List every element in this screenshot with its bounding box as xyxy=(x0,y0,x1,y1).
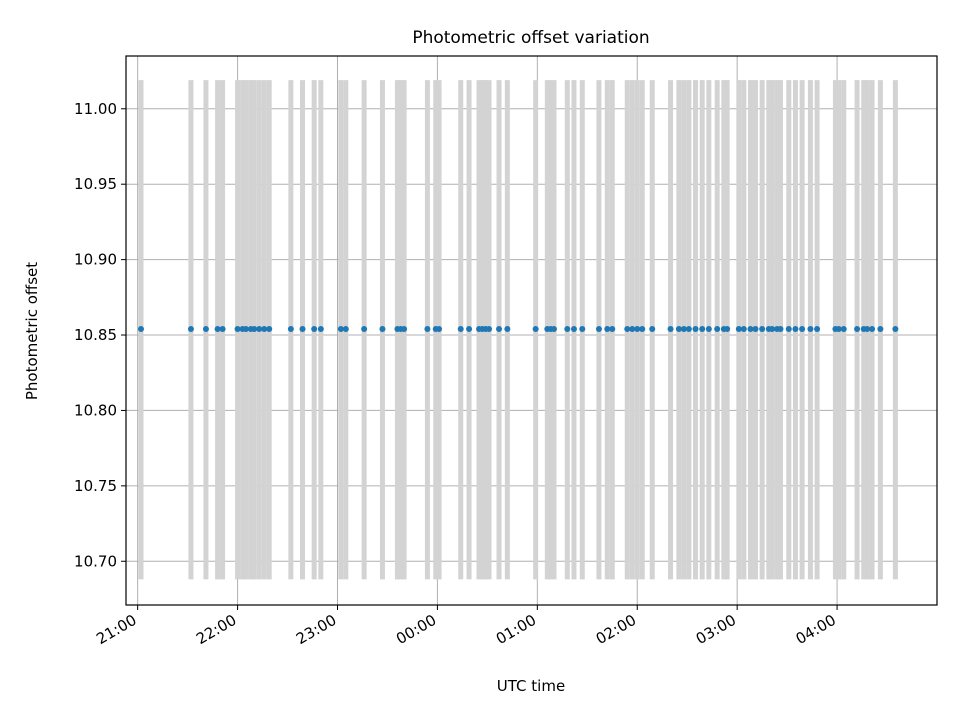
y-tick-label: 10.70 xyxy=(74,552,117,570)
x-tick-label: 02:00 xyxy=(593,611,639,648)
data-point xyxy=(187,325,194,332)
data-point xyxy=(595,325,602,332)
data-point xyxy=(639,325,646,332)
data-point xyxy=(266,325,273,332)
data-point xyxy=(624,325,631,332)
x-tick-label: 23:00 xyxy=(293,611,339,648)
data-point xyxy=(609,325,616,332)
data-point xyxy=(219,325,226,332)
data-point xyxy=(799,325,806,332)
x-axis-ticks: 21:00 22:00 23:00 00:00 01:00 02:00 03:00 04:00 xyxy=(93,605,839,648)
data-point xyxy=(705,325,712,332)
data-point xyxy=(649,325,656,332)
data-point xyxy=(202,325,209,332)
data-point xyxy=(699,325,706,332)
data-point xyxy=(740,325,747,332)
data-point xyxy=(532,325,539,332)
data-point xyxy=(579,325,586,332)
data-point xyxy=(807,325,814,332)
data-point xyxy=(735,325,742,332)
data-point xyxy=(242,325,249,332)
data-point xyxy=(496,325,503,332)
data-points xyxy=(137,325,899,332)
data-point xyxy=(317,325,324,332)
data-point xyxy=(379,325,386,332)
y-tick-label: 10.85 xyxy=(74,326,117,344)
data-point xyxy=(256,325,263,332)
data-point xyxy=(436,325,443,332)
data-point xyxy=(457,325,464,332)
data-point xyxy=(675,325,682,332)
data-point xyxy=(835,325,842,332)
data-point xyxy=(504,325,511,332)
data-point xyxy=(604,325,611,332)
data-point xyxy=(752,325,759,332)
x-tick-label: 01:00 xyxy=(493,611,539,648)
data-point xyxy=(634,325,641,332)
data-point xyxy=(840,325,847,332)
x-tick-label: 03:00 xyxy=(693,611,739,648)
x-tick-label: 04:00 xyxy=(793,611,839,648)
y-tick-label: 10.80 xyxy=(74,401,117,419)
data-point xyxy=(864,325,871,332)
data-point xyxy=(667,325,674,332)
y-tick-label: 10.75 xyxy=(74,477,117,495)
data-point xyxy=(785,325,792,332)
data-point xyxy=(424,325,431,332)
data-point xyxy=(747,325,754,332)
data-point xyxy=(680,325,687,332)
data-point xyxy=(564,325,571,332)
data-point xyxy=(769,325,776,332)
y-tick-label: 11.00 xyxy=(74,100,117,118)
y-tick-label: 10.95 xyxy=(74,175,117,193)
data-point xyxy=(759,325,766,332)
data-point xyxy=(342,325,349,332)
y-tick-label: 10.90 xyxy=(74,251,117,269)
data-point xyxy=(466,325,473,332)
data-point xyxy=(814,325,821,332)
data-point xyxy=(287,325,294,332)
data-point xyxy=(401,325,408,332)
data-point xyxy=(777,325,784,332)
data-point xyxy=(137,325,144,332)
data-point xyxy=(685,325,692,332)
y-axis-ticks: 10.70 10.75 10.80 10.85 10.90 10.95 11.00 xyxy=(74,100,126,570)
data-point xyxy=(869,325,876,332)
x-tick-label: 00:00 xyxy=(393,611,439,648)
data-point xyxy=(337,325,344,332)
data-point xyxy=(261,325,268,332)
data-point xyxy=(629,325,636,332)
data-point xyxy=(311,325,318,332)
data-point xyxy=(486,325,493,332)
data-point xyxy=(877,325,884,332)
data-point xyxy=(692,325,699,332)
x-tick-label: 22:00 xyxy=(193,611,239,648)
y-axis-label: Photometric offset xyxy=(23,262,41,400)
data-point xyxy=(854,325,861,332)
plot-frame xyxy=(125,55,938,606)
data-point xyxy=(892,325,899,332)
data-point xyxy=(714,325,721,332)
data-point xyxy=(570,325,577,332)
x-tick-label: 21:00 xyxy=(93,611,139,648)
data-point xyxy=(792,325,799,332)
data-point xyxy=(361,325,368,332)
data-point xyxy=(234,325,241,332)
data-point xyxy=(550,325,557,332)
data-point xyxy=(724,325,731,332)
x-axis-label: UTC time xyxy=(497,677,565,695)
data-point xyxy=(214,325,221,332)
chart-title: Photometric offset variation xyxy=(412,28,649,48)
data-point xyxy=(299,325,306,332)
data-point xyxy=(251,325,258,332)
